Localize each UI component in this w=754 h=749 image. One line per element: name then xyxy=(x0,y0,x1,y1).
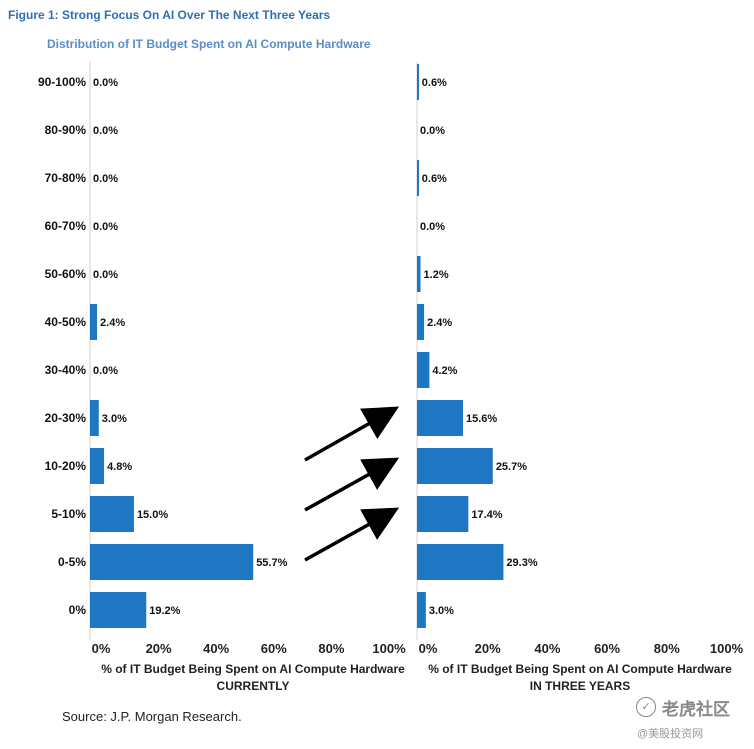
bar xyxy=(90,400,99,436)
figure-title: Figure 1: Strong Focus On AI Over The Ne… xyxy=(8,8,331,22)
data-label: 0.0% xyxy=(93,365,118,377)
data-label: 1.2% xyxy=(424,269,449,281)
category-label: 5-10% xyxy=(51,507,86,521)
category-label: 0% xyxy=(69,603,87,617)
data-label: 3.0% xyxy=(429,605,454,617)
data-label: 17.4% xyxy=(471,509,502,521)
data-label: 15.6% xyxy=(466,413,497,425)
category-label: 60-70% xyxy=(45,219,87,233)
category-label: 40-50% xyxy=(45,315,87,329)
bar xyxy=(90,544,254,580)
arrow-2 xyxy=(304,457,400,512)
x-tick-label: 100% xyxy=(372,641,406,656)
data-label: 55.7% xyxy=(256,557,287,569)
data-label: 29.3% xyxy=(506,557,537,569)
data-label: 15.0% xyxy=(137,509,168,521)
x-tick-label: 80% xyxy=(654,641,680,656)
x-tick-label: 80% xyxy=(318,641,344,656)
bar xyxy=(417,304,425,340)
bar-sliver xyxy=(417,64,419,100)
category-label: 50-60% xyxy=(45,267,87,281)
category-label: 30-40% xyxy=(45,363,87,377)
bar xyxy=(90,448,105,484)
x-tick-label: 0% xyxy=(419,641,438,656)
arrow-3 xyxy=(304,507,400,562)
bar xyxy=(417,352,430,388)
data-label: 19.2% xyxy=(149,605,180,617)
data-label: 2.4% xyxy=(100,317,125,329)
x-tick-label: 20% xyxy=(475,641,501,656)
category-label: 20-30% xyxy=(45,411,87,425)
bar xyxy=(417,496,469,532)
bar xyxy=(417,592,426,628)
category-label: 90-100% xyxy=(38,75,86,89)
data-label: 4.8% xyxy=(107,461,132,473)
arrow-1 xyxy=(304,406,400,462)
bar xyxy=(90,496,134,532)
data-label: 25.7% xyxy=(496,461,527,473)
watermark-logo-icon: ✓ xyxy=(636,697,656,717)
x-tick-label: 20% xyxy=(146,641,172,656)
bar-sliver xyxy=(417,160,419,196)
data-label: 0.0% xyxy=(93,77,118,89)
data-label: 0.0% xyxy=(93,173,118,185)
bar xyxy=(417,448,493,484)
x-tick-label: 0% xyxy=(92,641,111,656)
data-label: 0.0% xyxy=(93,221,118,233)
data-label: 0.6% xyxy=(422,173,447,185)
bar xyxy=(90,592,147,628)
bar-sliver xyxy=(417,256,419,292)
trend-arrows xyxy=(304,406,400,562)
x-axis-sublabel: CURRENTLY xyxy=(217,679,290,693)
watermark-handle: @美股投资网 xyxy=(637,728,704,740)
x-axis-label: % of IT Budget Being Spent on AI Compute… xyxy=(101,662,405,676)
bar xyxy=(90,304,98,340)
category-label: 10-20% xyxy=(45,459,87,473)
data-label: 0.0% xyxy=(420,221,445,233)
x-tick-label: 40% xyxy=(203,641,229,656)
data-label: 2.4% xyxy=(427,317,452,329)
data-label: 0.0% xyxy=(93,125,118,137)
data-label: 3.0% xyxy=(102,413,127,425)
data-label: 0.6% xyxy=(422,77,447,89)
chart-subtitle: Distribution of IT Budget Spent on AI Co… xyxy=(47,37,371,51)
x-tick-label: 100% xyxy=(710,641,744,656)
bar xyxy=(417,400,464,436)
bar xyxy=(417,544,504,580)
data-label: 0.0% xyxy=(93,269,118,281)
x-tick-label: 40% xyxy=(534,641,560,656)
x-tick-label: 60% xyxy=(261,641,287,656)
data-label: 4.2% xyxy=(432,365,457,377)
category-label: 0-5% xyxy=(58,555,86,569)
x-axis-label: % of IT Budget Being Spent on AI Compute… xyxy=(428,662,732,676)
x-tick-label: 60% xyxy=(594,641,620,656)
watermark-name: 老虎社区 xyxy=(662,700,730,719)
source-note: Source: J.P. Morgan Research. xyxy=(62,709,242,724)
data-label: 0.0% xyxy=(420,125,445,137)
category-label: 80-90% xyxy=(45,123,87,137)
x-axis-sublabel: IN THREE YEARS xyxy=(530,679,630,693)
category-label: 70-80% xyxy=(45,171,87,185)
